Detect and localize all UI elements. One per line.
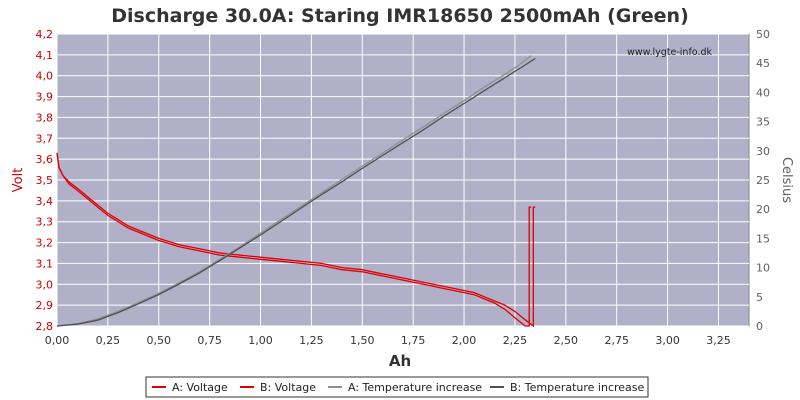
x-tick-label-13: 3,25 bbox=[706, 334, 731, 347]
x-tick-label-7: 1,75 bbox=[401, 334, 426, 347]
y-left-tick-label-4: 3,2 bbox=[36, 237, 54, 250]
y-left-tick-label-1: 2,9 bbox=[36, 299, 54, 312]
x-axis-label: Ah bbox=[389, 352, 411, 370]
y-right-tick-label-1: 5 bbox=[756, 291, 763, 304]
y-right-tick-label-10: 50 bbox=[756, 28, 770, 41]
y-right-axis-label: Celsius bbox=[779, 157, 794, 203]
y-left-tick-label-14: 4,2 bbox=[36, 28, 54, 41]
x-tick-label-6: 1,50 bbox=[350, 334, 375, 347]
chart-title: Discharge 30.0A: Staring IMR18650 2500mA… bbox=[111, 5, 689, 27]
x-tick-label-0: 0,00 bbox=[45, 334, 70, 347]
y-left-tick-label-7: 3,5 bbox=[36, 174, 54, 187]
x-tick-label-5: 1,25 bbox=[299, 334, 324, 347]
y-right-tick-label-3: 15 bbox=[756, 232, 770, 245]
legend-label-b-temperature-increase: B: Temperature increase bbox=[510, 381, 645, 394]
y-left-tick-label-13: 4,1 bbox=[36, 49, 54, 62]
x-tick-label-9: 2,25 bbox=[503, 334, 528, 347]
series-line-b-temperature-increase bbox=[56, 57, 536, 327]
y-left-tick-label-12: 4,0 bbox=[36, 70, 54, 83]
series-line-a-temperature-increase bbox=[56, 55, 532, 327]
y-right-tick-label-8: 40 bbox=[756, 86, 770, 99]
y-left-tick-label-10: 3,8 bbox=[36, 111, 54, 124]
legend-items: A: Voltage B: Voltage A: Temperature incre… bbox=[152, 381, 645, 394]
x-axis-ticks: 0,00 0,25 0,50 0,75 1,00 1,25 1,50 1,75 2,00 2,25… bbox=[45, 334, 731, 347]
y-right-axis-ticks: 0 5 10 15 20 25 30 35 40 45 50 bbox=[756, 28, 770, 333]
watermark: www.lygte-info.dk bbox=[627, 47, 712, 58]
y-left-tick-label-11: 3,9 bbox=[36, 91, 54, 104]
y-right-tick-label-4: 20 bbox=[756, 203, 770, 216]
y-left-tick-label-9: 3,7 bbox=[36, 132, 54, 145]
legend-label-b-voltage: B: Voltage bbox=[260, 381, 316, 394]
x-tick-label-3: 0,75 bbox=[197, 334, 222, 347]
legend-label-a-voltage: A: Voltage bbox=[172, 381, 228, 394]
y-left-axis-label: Volt bbox=[11, 168, 26, 193]
y-right-tick-label-2: 10 bbox=[756, 262, 770, 275]
x-tick-label-10: 2,50 bbox=[554, 334, 579, 347]
y-left-tick-label-8: 3,6 bbox=[36, 153, 54, 166]
x-tick-label-12: 3,00 bbox=[655, 334, 680, 347]
grid-lines bbox=[56, 33, 749, 327]
y-right-tick-label-6: 30 bbox=[756, 145, 770, 158]
x-tick-label-1: 0,25 bbox=[96, 334, 121, 347]
y-left-tick-label-0: 2,8 bbox=[36, 320, 54, 333]
legend-box bbox=[145, 376, 649, 398]
y-left-tick-label-5: 3,3 bbox=[36, 216, 54, 229]
y-left-tick-label-6: 3,4 bbox=[36, 195, 54, 208]
y-right-tick-label-5: 25 bbox=[756, 174, 770, 187]
x-tick-label-2: 0,50 bbox=[147, 334, 172, 347]
y-left-tick-label-3: 3,1 bbox=[36, 257, 54, 270]
x-tick-label-8: 2,00 bbox=[452, 334, 477, 347]
legend-label-a-temperature-increase: A: Temperature increase bbox=[348, 381, 482, 394]
y-right-tick-label-7: 35 bbox=[756, 116, 770, 129]
series-line-b-voltage bbox=[56, 152, 536, 328]
y-left-axis-ticks: 2,8 2,9 3,0 3,1 3,2 3,3 3,4 3,5 3,6 3,7 3,8 3,9 4,0 4… bbox=[36, 28, 54, 333]
y-right-tick-label-0: 0 bbox=[756, 320, 763, 333]
legend: A: Voltage B: Voltage A: Temperature incre… bbox=[145, 376, 649, 398]
series-line-a-voltage bbox=[56, 152, 532, 327]
x-tick-label-4: 1,00 bbox=[248, 334, 273, 347]
y-right-tick-label-9: 45 bbox=[756, 57, 770, 70]
y-left-tick-label-2: 3,0 bbox=[36, 278, 54, 291]
x-tick-label-11: 2,75 bbox=[604, 334, 629, 347]
series-layer bbox=[56, 55, 536, 328]
